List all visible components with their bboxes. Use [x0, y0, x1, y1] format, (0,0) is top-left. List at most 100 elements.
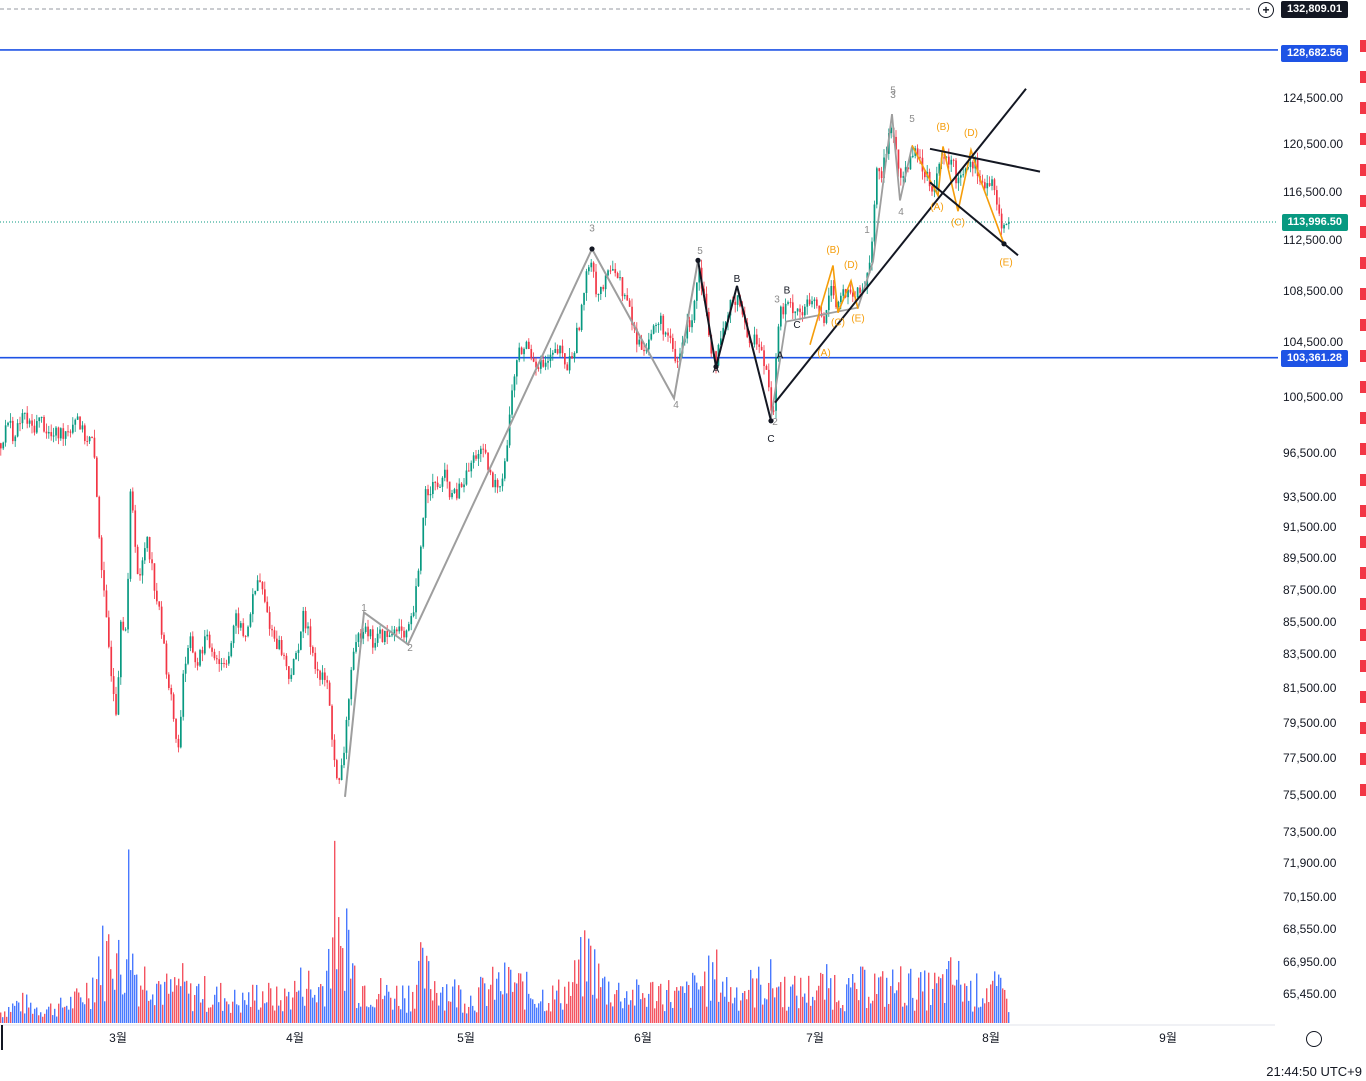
- volume-bar: [242, 992, 244, 1023]
- candle-body: [76, 416, 79, 420]
- candle-body: [117, 677, 120, 715]
- candle-body: [141, 560, 144, 576]
- volume-bar: [996, 985, 998, 1023]
- volume-bar: [900, 966, 902, 1023]
- settings-icon[interactable]: [1306, 1031, 1322, 1047]
- candle-body: [657, 323, 660, 325]
- candle-body: [525, 341, 528, 349]
- volume-bar: [758, 966, 760, 1023]
- volume-bar: [136, 974, 138, 1023]
- wave-orange-triangle-2: [911, 144, 1005, 245]
- candle-body: [448, 481, 451, 498]
- volume-bar: [956, 979, 958, 1023]
- wave-label: 5: [890, 85, 896, 96]
- candle-body: [590, 262, 593, 268]
- candle-body: [784, 303, 787, 315]
- candle-body: [724, 322, 727, 328]
- candle-body: [796, 308, 799, 312]
- volume-bar: [946, 969, 948, 1023]
- volume-bar: [374, 1007, 376, 1023]
- wave-label: 3: [890, 90, 896, 101]
- volume-bar: [844, 1011, 846, 1023]
- candle-body: [237, 613, 240, 628]
- candle-body: [345, 719, 348, 753]
- volume-bar: [568, 981, 570, 1023]
- volume-bar: [660, 983, 662, 1023]
- volume-bar: [530, 998, 532, 1023]
- candle-body: [818, 305, 821, 314]
- y-tick-label: 66,950.00: [1283, 955, 1337, 969]
- candle-body: [782, 306, 785, 315]
- wave-label: A: [713, 364, 720, 375]
- candle-body: [79, 416, 81, 430]
- candle-body: [57, 427, 60, 439]
- wave-gray-primary: [344, 246, 699, 797]
- candle-body: [187, 647, 189, 664]
- y-tick-label: 91,500.00: [1283, 520, 1337, 534]
- volume-bar: [368, 1007, 370, 1023]
- candle-body: [374, 642, 377, 648]
- crosshair-price-badge: 132,809.01: [1280, 1, 1348, 18]
- volume-bar: [488, 989, 490, 1023]
- x-month-label: 9월: [1159, 1031, 1177, 1045]
- candle-body: [220, 662, 223, 664]
- volume-bar: [938, 976, 940, 1023]
- candle-body: [256, 580, 259, 591]
- volume-bar: [254, 1000, 256, 1023]
- y-tick-label: 73,500.00: [1283, 825, 1337, 839]
- volume-bar: [406, 1012, 408, 1023]
- candle-body: [196, 662, 199, 666]
- volume-bar: [736, 987, 738, 1023]
- volume-bar: [2, 1017, 4, 1023]
- candle-body: [931, 186, 933, 192]
- candle-body: [208, 634, 211, 648]
- candle-body: [465, 470, 468, 485]
- volume-bar: [676, 987, 678, 1023]
- volume-bar: [60, 997, 62, 1023]
- candle-body: [163, 634, 165, 644]
- volume-bar: [1008, 1012, 1010, 1023]
- volume-bar: [974, 1006, 976, 1023]
- candle-body: [568, 356, 571, 371]
- x-month-label: 8월: [982, 1031, 1000, 1045]
- wave-label: 1: [361, 603, 367, 614]
- candle-body: [350, 669, 353, 700]
- candle-body: [381, 629, 384, 643]
- volume-bar: [198, 983, 200, 1023]
- candle-body: [679, 353, 681, 362]
- candle-body: [636, 328, 638, 345]
- volume-bar: [218, 1002, 220, 1023]
- volume-bar: [32, 1013, 34, 1023]
- volume-bar: [340, 945, 342, 1023]
- volume-bar: [0, 1012, 2, 1023]
- volume-bar: [864, 969, 866, 1023]
- candle-body: [199, 650, 201, 666]
- candle-body: [986, 183, 989, 189]
- candle-body: [693, 300, 696, 321]
- volume-bar: [704, 971, 706, 1023]
- candle-body: [643, 349, 645, 352]
- volume-bar: [930, 1004, 932, 1023]
- add-alert-icon[interactable]: +: [1258, 2, 1274, 18]
- candle-body: [60, 428, 62, 439]
- volume-bar: [430, 989, 432, 1023]
- volume-bar: [352, 963, 354, 1023]
- volume-bar: [960, 984, 962, 1023]
- candle-body: [496, 479, 499, 488]
- candle-body: [883, 157, 885, 179]
- volume-bar: [606, 1004, 608, 1023]
- y-tick-label: 79,500.00: [1283, 716, 1337, 730]
- candle-body: [952, 159, 955, 161]
- volume-bar: [634, 1005, 636, 1023]
- volume-bar: [336, 969, 338, 1023]
- candle-body: [475, 455, 477, 459]
- volume-bar: [76, 988, 78, 1023]
- volume-bar: [544, 1011, 546, 1023]
- volume-bar: [854, 982, 856, 1023]
- candle-body: [151, 559, 153, 564]
- candle-body: [801, 312, 804, 316]
- candle-body: [43, 416, 45, 432]
- volume-bar: [388, 991, 390, 1023]
- volume-bar: [824, 999, 826, 1023]
